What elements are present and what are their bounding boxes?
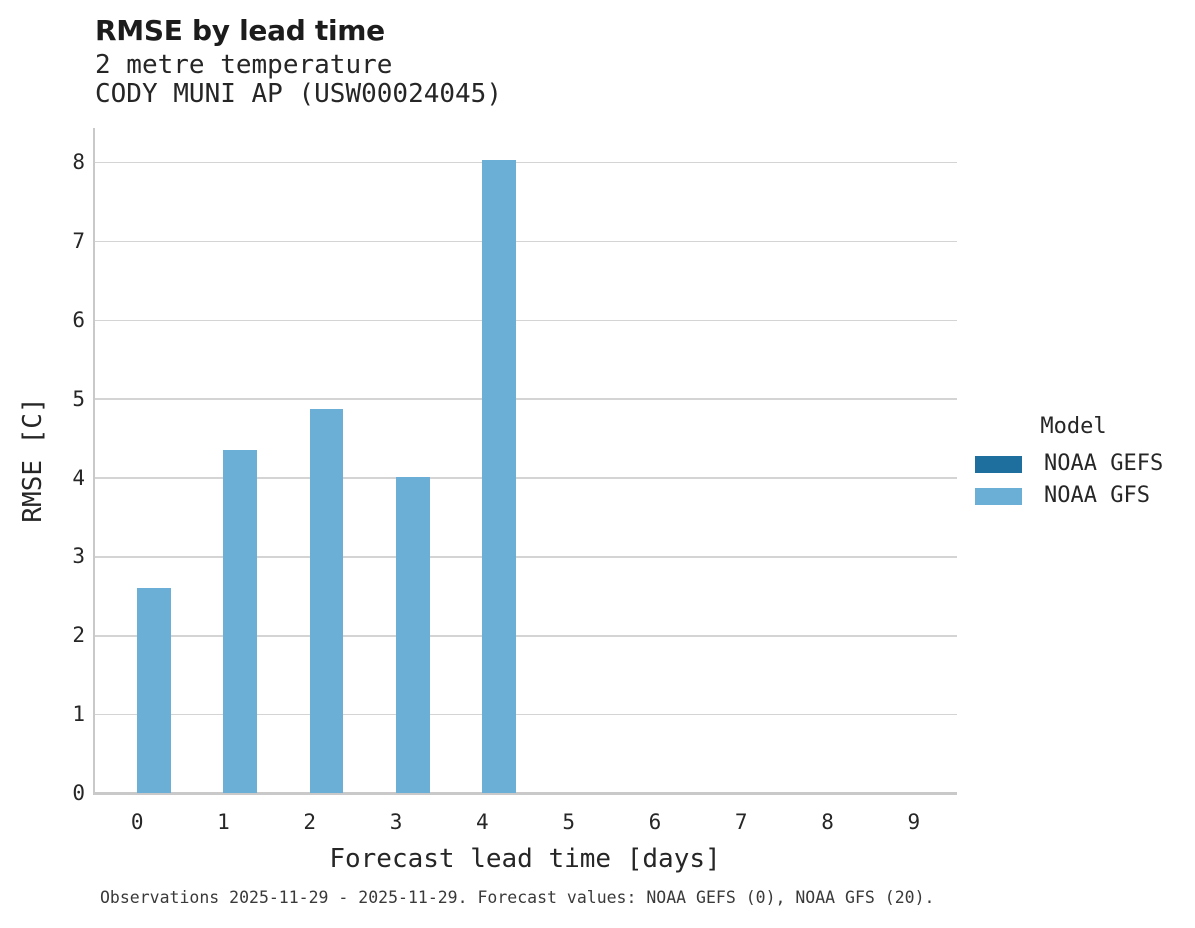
x-tick-label: 4 xyxy=(476,810,489,834)
page-title: RMSE by lead time xyxy=(95,14,385,47)
legend-swatch xyxy=(975,455,1022,473)
legend-item: NOAA GFS xyxy=(975,480,1175,512)
bar xyxy=(309,409,344,794)
caption: Observations 2025-11-29 - 2025-11-29. Fo… xyxy=(100,888,935,907)
x-axis-spine xyxy=(93,792,957,795)
x-tick-label: 0 xyxy=(130,810,144,834)
legend-swatch xyxy=(975,487,1022,505)
gridline xyxy=(94,635,957,637)
legend-item: NOAA GEFS xyxy=(975,448,1175,480)
gridline xyxy=(94,161,957,164)
gridline xyxy=(94,319,957,322)
bar xyxy=(223,450,257,794)
legend-items: NOAA GEFS NOAA GFS xyxy=(975,448,1175,512)
gridline xyxy=(94,398,957,400)
chart-subtitle-line1: 2 metre temperature xyxy=(95,50,393,80)
legend-item-label: NOAA GFS xyxy=(1044,483,1150,508)
x-tick-label: 2 xyxy=(303,810,317,834)
gridline xyxy=(94,477,957,479)
x-tick-label: 3 xyxy=(389,810,403,834)
gridline xyxy=(94,556,957,558)
y-tick-label: 2 xyxy=(72,623,85,648)
y-tick-label: 7 xyxy=(72,229,85,254)
y-tick-label: 4 xyxy=(72,465,85,490)
gridline xyxy=(94,240,957,243)
y-axis-spine xyxy=(93,128,95,795)
gridline xyxy=(94,713,957,716)
legend-item-label: NOAA GEFS xyxy=(1044,451,1164,476)
bar xyxy=(482,160,516,794)
x-axis-title: Forecast lead time [days] xyxy=(329,844,721,874)
y-tick-label: 8 xyxy=(72,150,85,175)
y-tick-label: 3 xyxy=(72,544,85,569)
y-tick-label: 0 xyxy=(72,781,85,805)
y-axis-title: RMSE [C] xyxy=(18,397,48,523)
x-tick-label: 1 xyxy=(217,810,230,834)
bar xyxy=(137,587,171,794)
legend: Model NOAA GEFS NOAA GFS xyxy=(975,414,1175,512)
x-tick-label: 7 xyxy=(734,810,748,834)
chart-subtitle-line2: CODY MUNI AP (USW00024045) xyxy=(95,79,502,109)
x-tick-label: 8 xyxy=(821,810,834,834)
x-tick-label: 6 xyxy=(648,810,662,834)
y-tick-label: 6 xyxy=(72,307,85,332)
x-tick-label: 9 xyxy=(907,810,921,834)
x-tick-label: 5 xyxy=(562,810,575,834)
y-tick-label: 1 xyxy=(72,702,85,727)
legend-title: Model xyxy=(1040,414,1107,439)
bar xyxy=(396,477,430,794)
y-tick-label: 5 xyxy=(72,386,85,411)
